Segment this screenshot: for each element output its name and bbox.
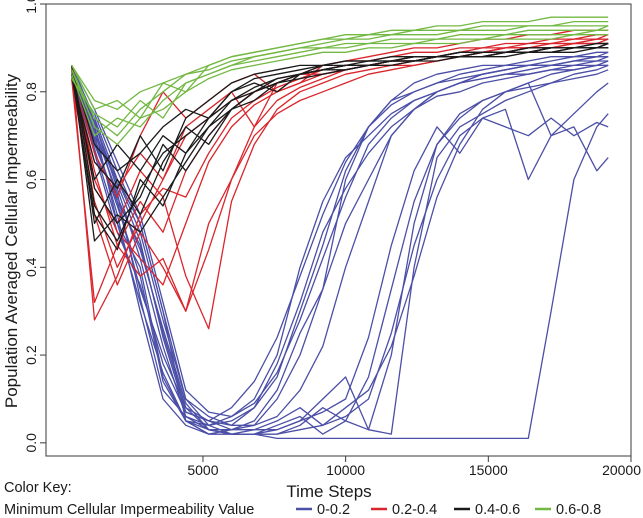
- legend-label: 0.2-0.4: [392, 502, 437, 518]
- legend: 0-0.2 0.2-0.4 0.4-0.6 0.6-0.8: [296, 502, 601, 518]
- x-tick-label: 5000: [187, 462, 218, 478]
- series-line-5: [71, 69, 609, 435]
- series-line-6: [71, 60, 609, 426]
- color-key-label: Color Key:: [4, 480, 72, 496]
- legend-label: 0.6-0.8: [556, 502, 601, 518]
- y-tick-label: 0.0: [23, 433, 39, 453]
- x-axis-title: Time Steps: [286, 482, 371, 501]
- y-axis-ticks: 0.0 0.2 0.4 0.6 0.8 1.0: [23, 0, 46, 453]
- series-line-10: [71, 64, 609, 426]
- y-tick-label: 1.0: [23, 0, 39, 14]
- series-line-35: [71, 29, 609, 137]
- x-tick-label: 15000: [469, 462, 508, 478]
- series-line-12: [71, 69, 609, 431]
- legend-label: 0-0.2: [317, 502, 350, 518]
- series-line-14: [71, 64, 609, 435]
- series-line-36: [71, 16, 609, 119]
- x-axis-ticks: 5000 10000 15000 20000: [187, 456, 641, 478]
- series-line-11: [71, 60, 609, 426]
- series-line-31: [71, 42, 609, 172]
- x-tick-label: 20000: [602, 462, 641, 478]
- series-line-1: [71, 65, 609, 440]
- series-line-32: [71, 42, 609, 251]
- series-line-7: [71, 65, 609, 435]
- series-line-37: [71, 34, 609, 146]
- series-lines: [71, 16, 609, 440]
- series-line-4: [71, 51, 609, 426]
- legend-label: 0.4-0.6: [475, 502, 520, 518]
- y-tick-label: 0.8: [23, 82, 39, 102]
- plot-frame: [45, 3, 632, 457]
- y-tick-label: 0.2: [23, 345, 39, 365]
- legend-title: Minimum Cellular Impermeability Value: [4, 502, 254, 518]
- y-tick-label: 0.4: [23, 257, 39, 277]
- y-axis-title: Population Averaged Cellular Impermeabil…: [2, 73, 21, 408]
- series-line-34: [71, 25, 609, 137]
- series-line-38: [71, 25, 609, 128]
- x-tick-label: 10000: [326, 462, 365, 478]
- series-line-13: [71, 56, 609, 418]
- series-line-9: [71, 69, 609, 435]
- series-line-15: [71, 56, 609, 422]
- series-line-18: [71, 42, 609, 304]
- y-tick-label: 0.6: [23, 170, 39, 190]
